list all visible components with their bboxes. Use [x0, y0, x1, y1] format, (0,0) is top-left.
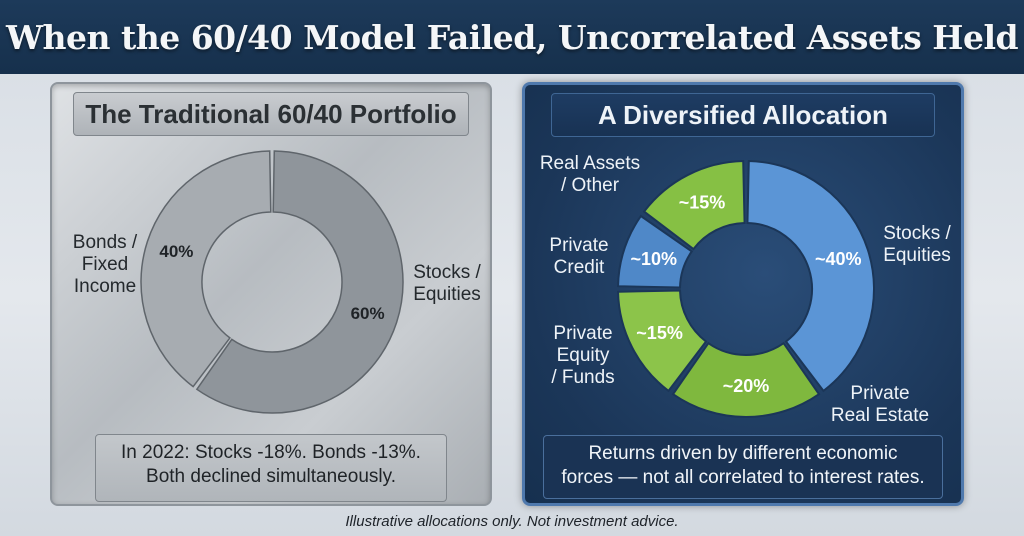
- page-title: When the 60/40 Model Failed, Uncorrelate…: [5, 17, 1019, 57]
- diversified-note-line1: Returns driven by different economic: [588, 443, 898, 464]
- traditional-note-box: In 2022: Stocks -18%. Bonds -13%. Both d…: [95, 434, 447, 502]
- diversified-note-line2: forces — not all correlated to interest …: [561, 467, 925, 488]
- diversified-note-box: Returns driven by different economic for…: [543, 435, 943, 499]
- slice-label-private-credit-line2: Credit: [553, 257, 605, 278]
- traditional-note-line2: Both declined simultaneously.: [146, 466, 396, 487]
- diversified-donut-chart: ~40% ~20% ~15% ~10% ~15%: [617, 160, 875, 418]
- donut-slice-private-credit: [617, 214, 694, 289]
- traditional-portfolio-panel: The Traditional 60/40 Portfolio 60% 40% B…: [50, 82, 492, 506]
- donut-slice-stocks-equities: [746, 160, 875, 393]
- donut-value-label-real-assets-other: ~15%: [679, 193, 726, 213]
- slice-label-real-assets-line2: / Other: [560, 175, 620, 196]
- disclaimer-footer: Illustrative allocations only. Not inves…: [345, 513, 679, 530]
- title-banner: When the 60/40 Model Failed, Uncorrelate…: [0, 0, 1024, 74]
- slice-label-stocks-equities: Stocks / Equities: [869, 223, 965, 267]
- donut-value-label-private-credit: ~10%: [630, 249, 677, 269]
- slice-label-private-credit-line1: Private: [549, 235, 609, 256]
- slice-label-real-estate: Private Real Estate: [825, 383, 935, 427]
- slice-label-stocks-line1: Stocks /: [413, 262, 481, 283]
- slice-label-private-equity-line2: Equity: [556, 345, 610, 366]
- donut-value-label-private-real-estate: ~20%: [723, 376, 770, 396]
- slice-label-private-credit: Private Credit: [537, 235, 621, 279]
- slice-label-real-estate-line1: Private: [850, 383, 910, 404]
- donut-slice-stocks-equities: [195, 150, 404, 414]
- slice-label-bonds-line1: Bonds /: [72, 232, 138, 253]
- donut-slice-bonds-fixed-income: [140, 150, 272, 388]
- slice-label-private-equity-line1: Private: [553, 323, 613, 344]
- slice-label-bonds-line3: Income: [73, 276, 137, 297]
- diversified-panel-title: A Diversified Allocation: [551, 93, 935, 137]
- donut-slice-private-equity-funds: [617, 289, 708, 393]
- traditional-donut-chart: 60% 40%: [140, 150, 404, 414]
- slice-label-real-assets-line1: Real Assets: [539, 153, 641, 174]
- slice-label-real-assets: Real Assets / Other: [535, 153, 645, 197]
- slice-label-stocks-equities-line2: Equities: [883, 245, 951, 266]
- traditional-note-line1: In 2022: Stocks -18%. Bonds -13%.: [121, 442, 421, 463]
- donut-value-label-private-equity-funds: ~15%: [636, 323, 683, 343]
- slice-label-stocks-line2: Equities: [413, 284, 481, 305]
- donut-slice-real-assets-other: [642, 160, 746, 251]
- slice-label-private-equity-line3: / Funds: [551, 367, 615, 388]
- donut-value-label-stocks-equities: 60%: [351, 304, 385, 323]
- donut-value-label-stocks-equities: ~40%: [815, 249, 862, 269]
- traditional-panel-title: The Traditional 60/40 Portfolio: [73, 92, 469, 136]
- slice-label-bonds-line2: Fixed: [81, 254, 129, 275]
- slice-label-stocks: Stocks / Equities: [405, 262, 489, 306]
- diversified-allocation-panel: A Diversified Allocation ~40% ~20% ~15% ~10…: [522, 82, 964, 506]
- slice-label-stocks-equities-line1: Stocks /: [883, 223, 951, 244]
- donut-value-label-bonds-fixed-income: 40%: [159, 242, 193, 261]
- donut-slice-private-real-estate: [671, 341, 821, 418]
- slice-label-bonds: Bonds / Fixed Income: [60, 232, 150, 298]
- slice-label-real-estate-line2: Real Estate: [830, 405, 930, 426]
- slice-label-private-equity: Private Equity / Funds: [543, 323, 623, 389]
